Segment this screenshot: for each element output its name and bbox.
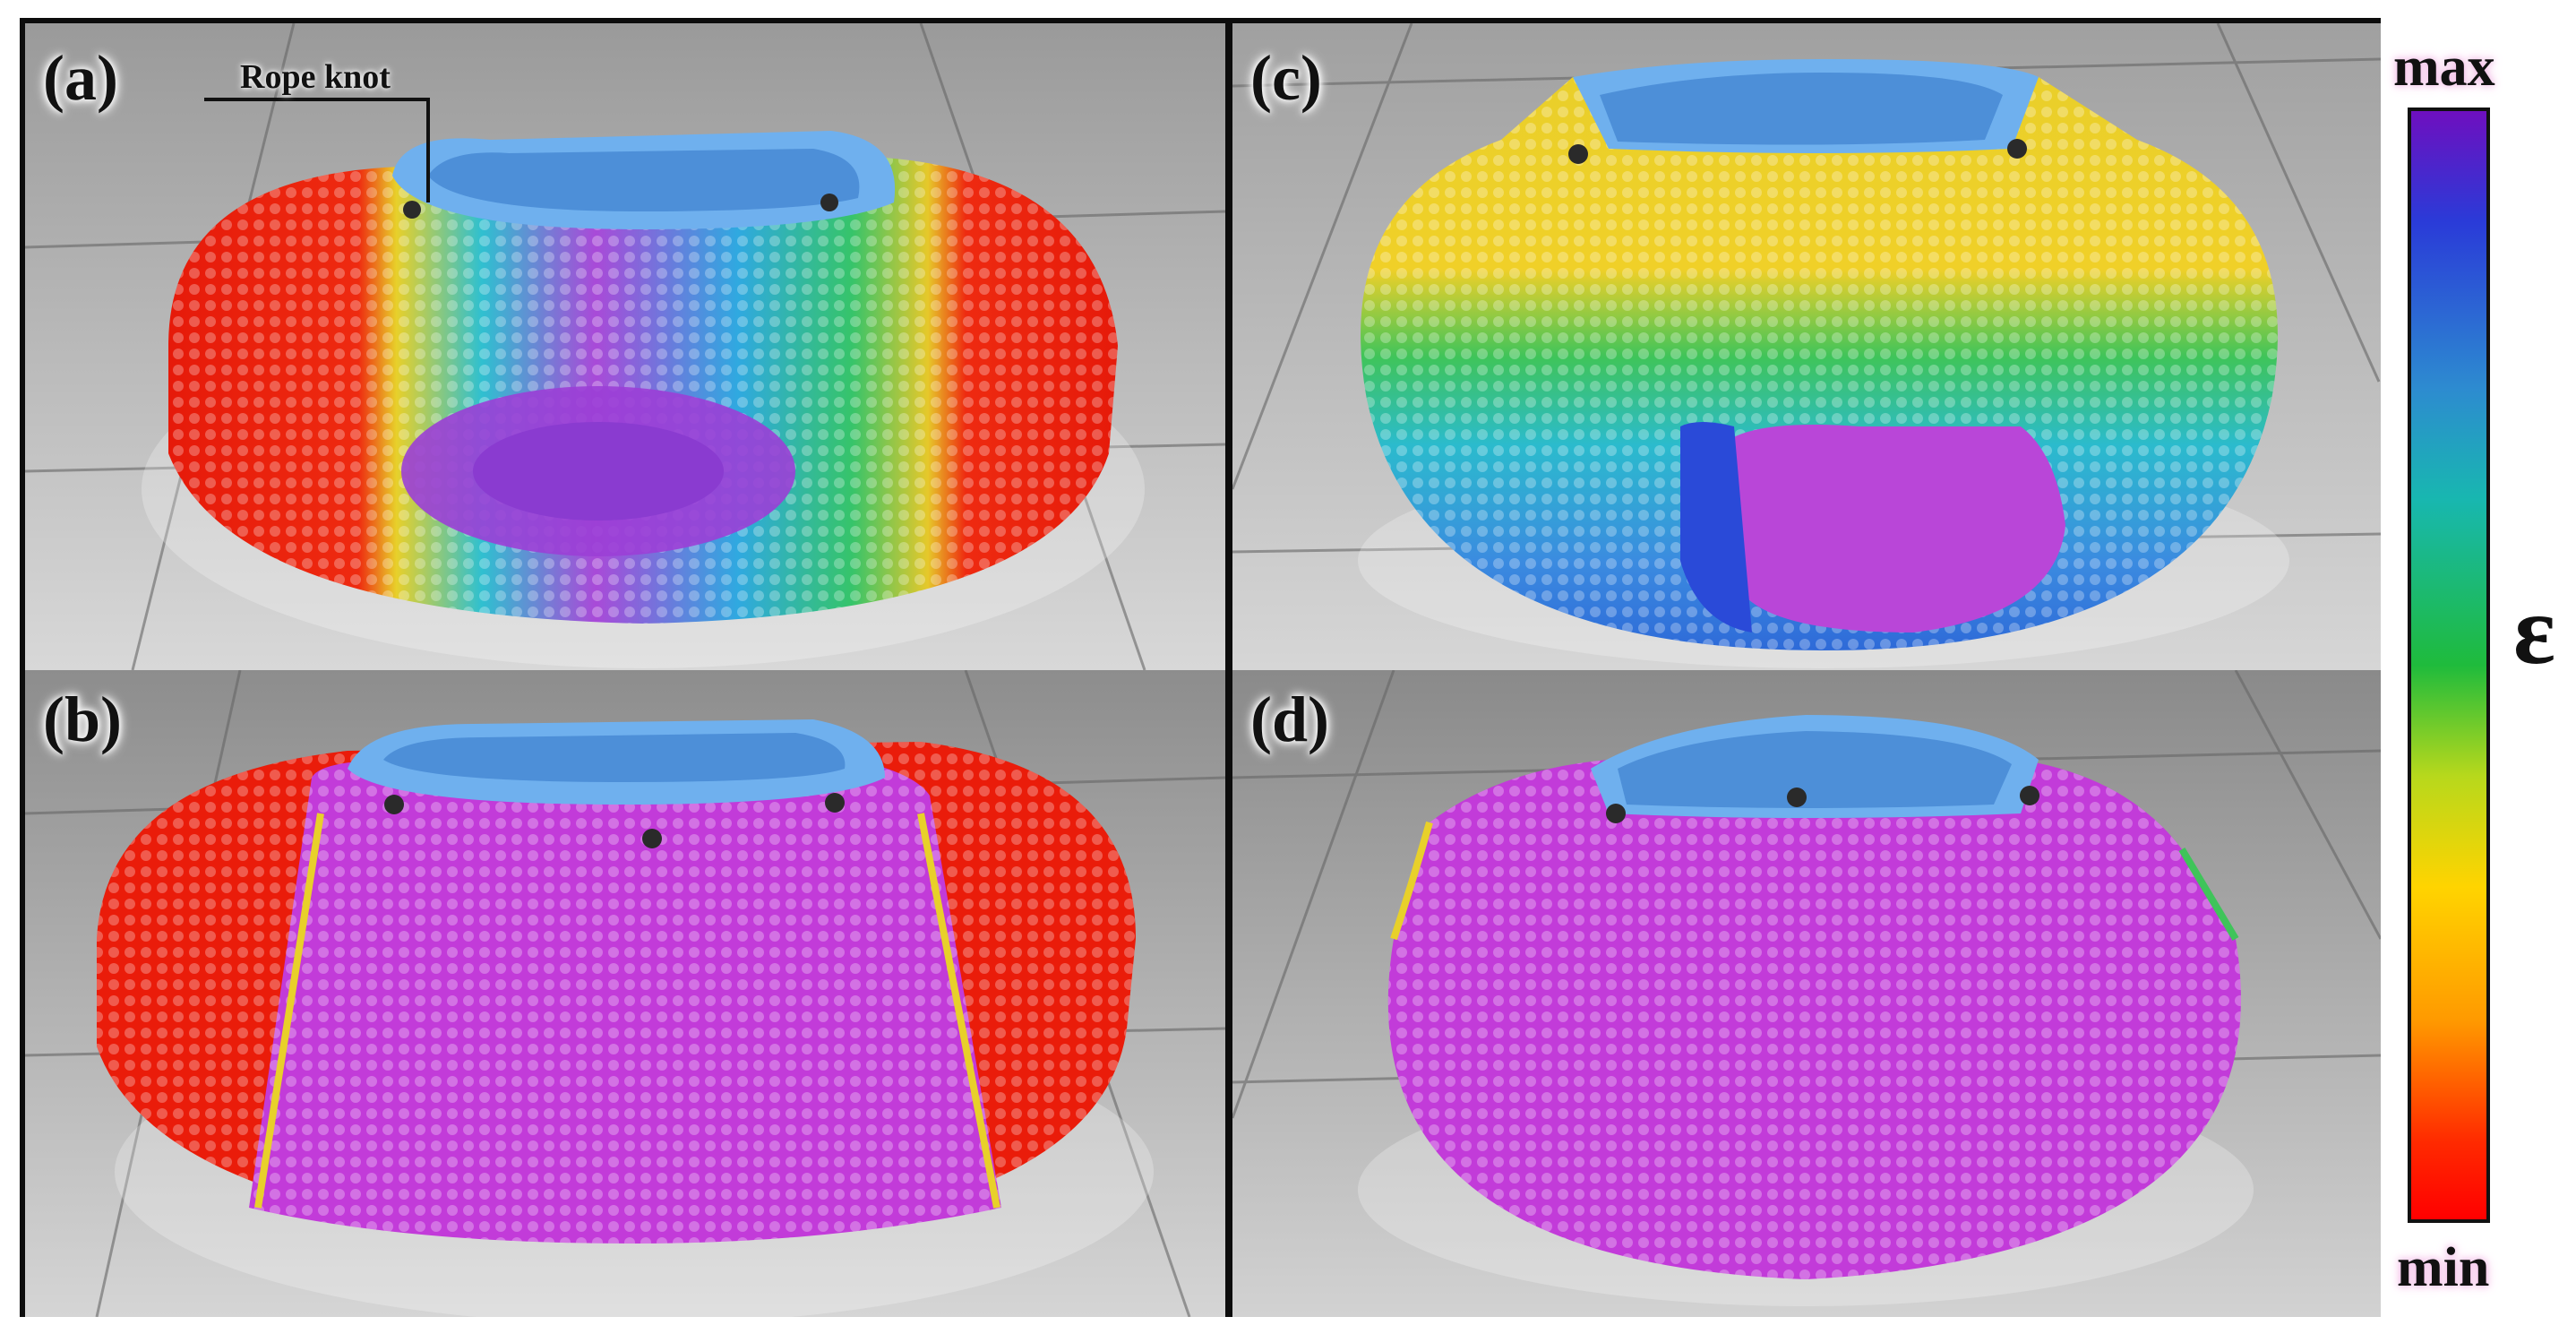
panel-a: (a) Rope knot	[25, 23, 1225, 670]
panel-divider	[1225, 23, 1232, 1312]
panel-d: (d)	[1232, 670, 2381, 1317]
panel-d-label: (d)	[1250, 684, 1329, 755]
rope-knot-marker	[642, 829, 662, 848]
colorbar-min-label: min	[2397, 1237, 2490, 1298]
rope-knot-marker	[820, 194, 838, 211]
rope-knot-marker	[1568, 144, 1588, 164]
figure-frame: (a) Rope knot	[20, 18, 2381, 1317]
rope-knot-marker	[403, 201, 421, 219]
panel-a-label: (a)	[43, 42, 118, 114]
panel-b-render	[25, 670, 1225, 1317]
panel-c-render	[1232, 23, 2381, 670]
panel-c: (c)	[1232, 23, 2381, 670]
panel-c-label: (c)	[1250, 42, 1322, 114]
rope-knot-marker	[384, 795, 404, 814]
rope-knot-marker	[2020, 786, 2039, 805]
panel-b: (b)	[25, 670, 1225, 1317]
rope-knot-annotation: Rope knot	[240, 58, 391, 96]
colorbar-max-label: max	[2393, 37, 2495, 98]
rope-knot-marker	[1606, 804, 1626, 823]
panel-b-label: (b)	[43, 684, 122, 755]
panel-d-render	[1232, 670, 2381, 1317]
rope-knot-marker	[825, 793, 845, 813]
strain-colorbar	[2408, 108, 2490, 1223]
panel-a-render	[25, 23, 1225, 670]
rope-knot-marker	[1787, 787, 1807, 807]
rope-knot-marker	[2007, 139, 2027, 159]
colorbar-variable-label: ε	[2513, 575, 2555, 684]
